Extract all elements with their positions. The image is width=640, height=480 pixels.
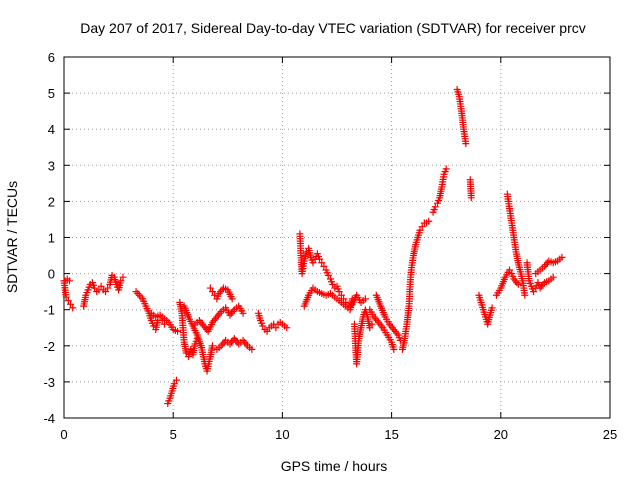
data-point bbox=[368, 320, 376, 328]
axis-ticks: 0 5 10 15 20 25 -4 -3 -2 -1 0 1 2 3 4 5 6 bbox=[43, 50, 617, 442]
data-point bbox=[209, 288, 217, 296]
data-point bbox=[416, 226, 424, 234]
data-point bbox=[316, 255, 324, 263]
data-point bbox=[228, 295, 236, 303]
x-axis-label: GPS time / hours bbox=[281, 458, 388, 474]
data-point bbox=[170, 380, 178, 388]
data-point bbox=[97, 282, 105, 290]
data-point bbox=[467, 194, 475, 202]
data-point bbox=[272, 324, 280, 332]
x-tick-label: 15 bbox=[384, 427, 398, 442]
y-tick-label: -2 bbox=[43, 339, 55, 354]
data-point bbox=[259, 322, 267, 330]
data-point bbox=[65, 277, 73, 285]
data-point bbox=[62, 293, 70, 301]
data-point bbox=[67, 300, 75, 308]
data-point bbox=[462, 140, 470, 148]
x-tick-label: 0 bbox=[60, 427, 67, 442]
data-point bbox=[135, 291, 143, 299]
data-point bbox=[320, 262, 328, 270]
y-tick-label: 6 bbox=[48, 50, 55, 65]
y-tick-label: 5 bbox=[48, 86, 55, 101]
y-tick-label: -1 bbox=[43, 303, 55, 318]
y-tick-label: -4 bbox=[43, 411, 55, 426]
grid bbox=[64, 57, 610, 418]
y-tick-label: -3 bbox=[43, 375, 55, 390]
data-point bbox=[211, 291, 219, 299]
data-point bbox=[174, 327, 182, 335]
data-point bbox=[558, 253, 566, 261]
data-point bbox=[361, 295, 369, 303]
data-point bbox=[239, 309, 247, 317]
data-point bbox=[132, 288, 140, 296]
data-point bbox=[506, 266, 514, 274]
chart-title: Day 207 of 2017, Sidereal Day-to-day VTE… bbox=[80, 20, 586, 36]
data-point bbox=[335, 288, 343, 296]
data-point bbox=[318, 259, 326, 267]
data-point bbox=[134, 289, 142, 297]
data-point bbox=[64, 297, 72, 305]
data-point bbox=[390, 345, 398, 353]
data-point bbox=[91, 284, 99, 292]
data-point bbox=[101, 288, 109, 296]
data-point bbox=[337, 291, 345, 299]
y-tick-label: 0 bbox=[48, 267, 55, 282]
data-point bbox=[324, 271, 332, 279]
y-tick-label: 3 bbox=[48, 158, 55, 173]
data-point bbox=[117, 277, 125, 285]
data-point bbox=[488, 304, 496, 312]
data-point bbox=[329, 280, 337, 288]
data-point bbox=[69, 304, 77, 312]
data-point bbox=[263, 327, 271, 335]
data-point bbox=[283, 324, 291, 332]
x-tick-label: 25 bbox=[603, 427, 617, 442]
data-point bbox=[530, 288, 538, 296]
data-point bbox=[431, 203, 439, 211]
x-tick-label: 10 bbox=[275, 427, 289, 442]
data-point bbox=[514, 280, 522, 288]
data-point bbox=[104, 284, 112, 292]
data-point bbox=[425, 217, 433, 225]
data-points bbox=[60, 85, 566, 408]
data-point bbox=[442, 165, 450, 173]
data-point bbox=[366, 324, 374, 332]
y-tick-label: 1 bbox=[48, 231, 55, 246]
data-point bbox=[209, 342, 217, 350]
data-point bbox=[119, 273, 127, 281]
data-point bbox=[206, 284, 214, 292]
x-tick-label: 5 bbox=[170, 427, 177, 442]
data-point bbox=[418, 223, 426, 231]
y-tick-label: 4 bbox=[48, 122, 55, 137]
y-axis-label: SDTVAR / TECUs bbox=[4, 181, 20, 293]
y-tick-label: 2 bbox=[48, 194, 55, 209]
data-point bbox=[521, 291, 529, 299]
x-tick-label: 20 bbox=[494, 427, 508, 442]
data-point bbox=[309, 259, 317, 267]
data-point bbox=[172, 376, 180, 384]
data-point bbox=[549, 273, 557, 281]
data-point bbox=[248, 345, 256, 353]
